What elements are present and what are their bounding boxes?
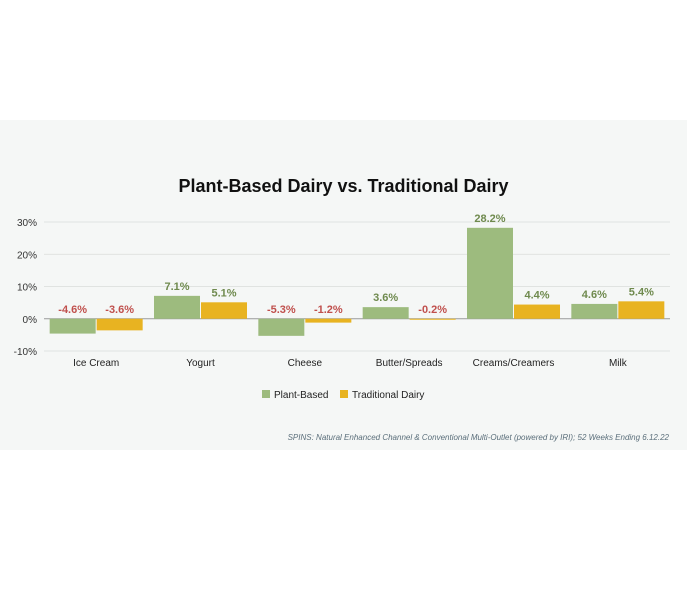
x-tick-label: Butter/Spreads [376, 358, 443, 369]
bar-traditional-dairy [305, 318, 352, 323]
source-note: SPINS: Natural Enhanced Channel & Conven… [287, 433, 669, 442]
data-label: -3.6% [105, 304, 134, 316]
chart-title: Plant-Based Dairy vs. Traditional Dairy [178, 176, 509, 196]
bar-plant-based [49, 318, 96, 334]
legend-label: Plant-Based [274, 390, 328, 401]
legend-swatch [262, 390, 270, 398]
bar-traditional-dairy [96, 318, 143, 331]
data-label: -5.3% [267, 304, 296, 316]
data-label: -1.2% [314, 304, 343, 316]
data-label: 5.1% [211, 287, 236, 299]
data-label: 4.6% [582, 289, 607, 301]
data-label: 28.2% [474, 213, 505, 225]
x-tick-label: Creams/Creamers [473, 358, 555, 369]
y-tick-label: 0% [23, 315, 38, 326]
y-tick-label: -10% [14, 347, 37, 358]
x-tick-label: Milk [609, 358, 628, 369]
bar-traditional-dairy [409, 318, 456, 320]
legend-swatch [340, 390, 348, 398]
y-tick-label: 10% [17, 283, 37, 294]
data-label: -4.6% [58, 304, 87, 316]
data-label: 4.4% [524, 290, 549, 302]
bar-plant-based [154, 295, 200, 319]
x-tick-label: Yogurt [186, 358, 215, 369]
data-label: -0.2% [418, 304, 447, 316]
bar-plant-based [258, 318, 305, 336]
y-tick-label: 30% [17, 218, 37, 229]
x-tick-label: Cheese [288, 358, 323, 369]
legend-label: Traditional Dairy [352, 390, 424, 401]
bar-plant-based [362, 307, 409, 319]
bar-traditional-dairy [618, 301, 665, 319]
data-label: 3.6% [373, 292, 398, 304]
data-label: 5.4% [629, 286, 654, 298]
y-tick-label: 20% [17, 250, 37, 261]
x-tick-label: Ice Cream [73, 358, 119, 369]
bar-traditional-dairy [201, 302, 247, 319]
bar-plant-based [571, 303, 618, 319]
bar-plant-based [467, 227, 513, 319]
data-label: 7.1% [164, 281, 189, 293]
bar-traditional-dairy [514, 304, 560, 319]
